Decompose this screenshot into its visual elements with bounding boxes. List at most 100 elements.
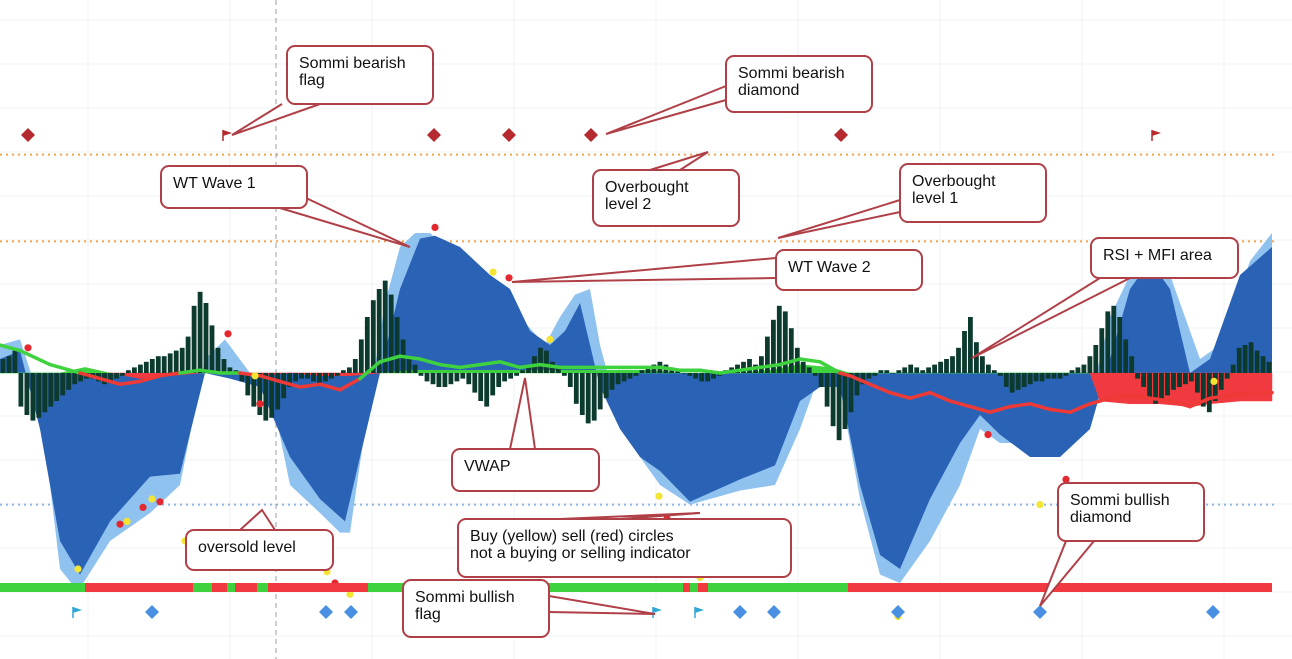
sell-circle xyxy=(431,223,439,231)
histogram-bar xyxy=(424,373,430,382)
callout-pointer xyxy=(279,197,411,248)
histogram-bar xyxy=(436,373,442,387)
vwap-segment xyxy=(778,357,802,367)
histogram-bar xyxy=(1111,305,1117,373)
histogram-bar xyxy=(830,373,836,427)
histogram-bar xyxy=(1230,364,1236,373)
histogram-bar xyxy=(293,373,298,382)
callout-pointer xyxy=(605,85,727,135)
histogram-bar xyxy=(986,364,991,373)
histogram-bar xyxy=(1177,373,1182,387)
sommi-bullish-diamond xyxy=(767,605,781,619)
histogram-bar xyxy=(167,353,173,373)
histogram-bar xyxy=(1051,373,1057,379)
buy-circle xyxy=(546,335,554,343)
histogram-bar xyxy=(878,370,884,373)
histogram-bar xyxy=(305,373,310,379)
histogram-bar xyxy=(42,373,48,413)
callout-box xyxy=(775,249,923,291)
histogram-bar xyxy=(418,373,424,376)
sommi-bullish-flag xyxy=(695,607,704,613)
histogram-bar xyxy=(1183,373,1188,385)
vwap-segment xyxy=(478,360,502,367)
trend-segment xyxy=(212,583,227,592)
histogram-bar xyxy=(538,347,543,373)
histogram-bar xyxy=(1117,317,1123,373)
histogram-bar xyxy=(788,328,794,373)
callout-line: level 2 xyxy=(605,196,651,213)
callout-pointer xyxy=(231,103,321,136)
callout-line: Sommi bullish xyxy=(415,589,515,606)
histogram-bar xyxy=(1057,373,1063,379)
callout-pointer xyxy=(511,257,777,283)
callout-line: diamond xyxy=(1070,509,1131,526)
vwap-segment xyxy=(1088,396,1112,406)
callout-box xyxy=(286,45,434,105)
vwap-segment xyxy=(848,374,872,386)
sommi-bearish-flag xyxy=(1152,130,1161,136)
callout-pointer xyxy=(239,508,276,531)
histogram-bar xyxy=(382,280,388,373)
histogram-bar xyxy=(173,350,179,373)
momentum-histogram xyxy=(0,280,1272,441)
histogram-bar xyxy=(627,373,633,379)
vwap-segment xyxy=(318,382,342,392)
histogram-bar xyxy=(1129,356,1135,373)
trend-segment xyxy=(193,583,212,592)
histogram-bar xyxy=(980,356,985,373)
histogram-bar xyxy=(842,373,848,429)
histogram-bar xyxy=(926,367,931,373)
histogram-bar xyxy=(938,361,943,373)
histogram-bar xyxy=(1045,373,1051,379)
histogram-bar xyxy=(741,361,746,373)
histogram-bar xyxy=(1063,373,1069,376)
callout-box xyxy=(899,163,1047,223)
vwap-segment xyxy=(378,354,402,364)
histogram-bar xyxy=(329,373,334,379)
buy-circle xyxy=(148,495,156,503)
histogram-bar xyxy=(251,373,257,407)
vwap-segment xyxy=(968,404,992,414)
histogram-bar xyxy=(1105,311,1111,373)
histogram-bar xyxy=(932,364,937,373)
histogram-bar xyxy=(1165,373,1170,396)
histogram-bar xyxy=(370,300,376,373)
histogram-bar xyxy=(1147,373,1152,399)
vwap-segment xyxy=(78,371,102,381)
histogram-bar xyxy=(615,373,621,385)
rsi-mfi-segment xyxy=(1239,372,1273,402)
vwap-segment xyxy=(48,362,82,375)
histogram-bar xyxy=(48,373,54,407)
callout-pointer xyxy=(509,377,536,450)
callout-label: Sommi bullish flag xyxy=(415,589,515,623)
rsi-mfi-segment xyxy=(439,369,471,374)
vwap-segment xyxy=(718,368,742,375)
histogram-bar xyxy=(317,373,322,385)
histogram-bar xyxy=(1254,350,1260,373)
histogram-bar xyxy=(633,373,639,376)
histogram-bar xyxy=(681,373,687,374)
vwap-segment xyxy=(198,368,222,375)
histogram-bar xyxy=(299,373,304,379)
vwap-segment xyxy=(438,362,462,370)
sommi-bearish-diamond xyxy=(21,128,35,142)
histogram-bar xyxy=(1171,373,1176,390)
callout-pointer xyxy=(1039,540,1095,607)
vwap-segment xyxy=(398,354,422,361)
histogram-bar xyxy=(478,373,484,401)
vwap-segment xyxy=(698,368,722,375)
callout-line: Overbought xyxy=(912,173,996,190)
histogram-bar xyxy=(687,373,693,376)
callout-label: RSI + MFI area xyxy=(1103,247,1212,264)
histogram-bar xyxy=(1093,345,1099,373)
histogram-bar xyxy=(1260,356,1266,373)
histogram-bar xyxy=(782,311,788,373)
histogram-bar xyxy=(1200,373,1206,407)
histogram-bar xyxy=(448,373,454,385)
histogram-bar xyxy=(126,370,131,373)
histogram-bar xyxy=(1087,356,1093,373)
trend-bar xyxy=(0,583,1272,592)
histogram-bar xyxy=(585,373,591,424)
histogram-bar xyxy=(1075,367,1081,373)
trend-segment xyxy=(690,583,698,592)
